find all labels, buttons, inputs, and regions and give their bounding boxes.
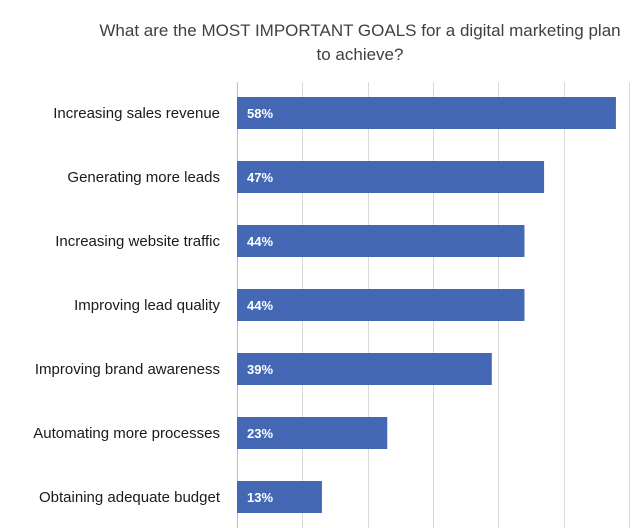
category-label: Automating more processes	[33, 425, 220, 442]
category-label: Improving lead quality	[74, 297, 220, 314]
category-label: Generating more leads	[67, 169, 220, 186]
category-label: Improving brand awareness	[35, 361, 220, 378]
bar	[237, 417, 388, 449]
data-label: 44%	[247, 298, 273, 313]
data-label: 23%	[247, 426, 273, 441]
bar	[237, 97, 616, 129]
bar	[237, 161, 545, 193]
bar	[237, 481, 322, 513]
bar	[237, 353, 492, 385]
data-label: 58%	[247, 106, 273, 121]
chart-title-line-2: to achieve?	[316, 45, 404, 64]
bar	[237, 225, 525, 257]
data-label: 13%	[247, 490, 273, 505]
chart-title-line-1: What are the MOST IMPORTANT GOALS for a …	[99, 21, 621, 40]
data-label: 47%	[247, 170, 273, 185]
data-label: 44%	[247, 234, 273, 249]
category-label: Increasing sales revenue	[53, 105, 220, 122]
bar	[237, 289, 525, 321]
category-label: Increasing website traffic	[55, 233, 220, 250]
data-label: 39%	[247, 362, 273, 377]
category-label: Obtaining adequate budget	[39, 489, 221, 506]
